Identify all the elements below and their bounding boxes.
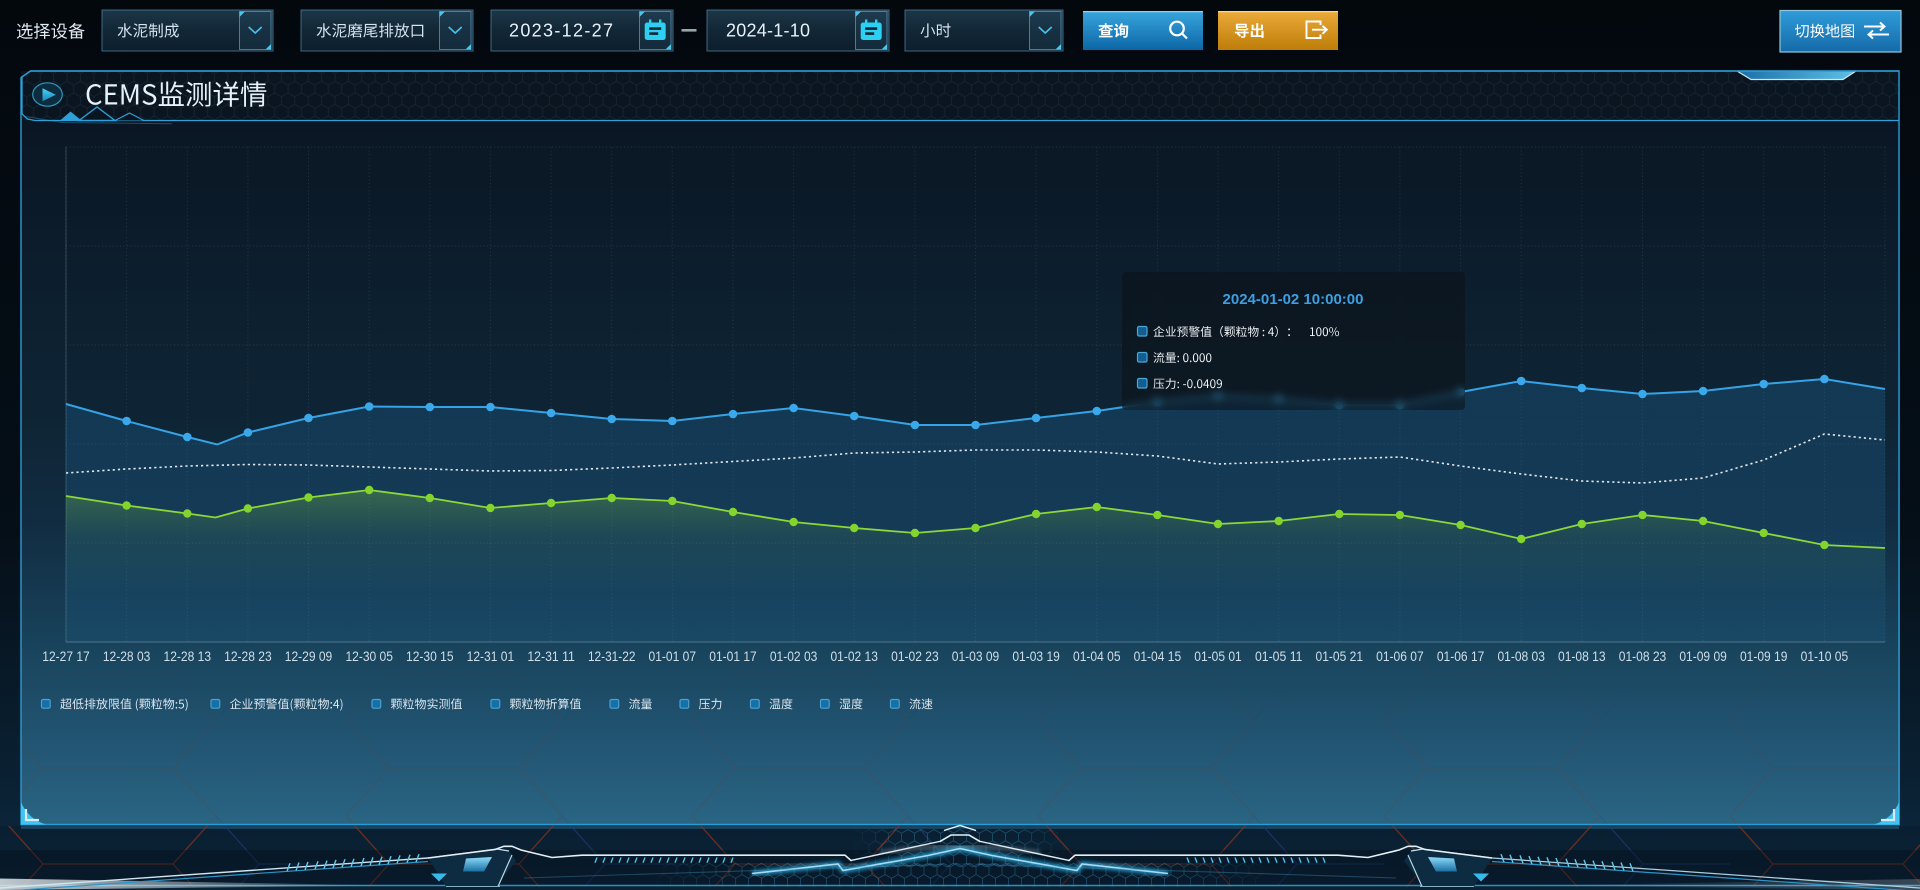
svg-text:2024-01-02 10:00:00: 2024-01-02 10:00:00 (1223, 291, 1364, 308)
svg-text:01-02 13: 01-02 13 (830, 649, 878, 665)
svg-text:2023-12-27: 2023-12-27 (509, 21, 613, 41)
svg-text:01-02 23: 01-02 23 (891, 649, 939, 665)
svg-text:01-08 13: 01-08 13 (1558, 649, 1606, 665)
svg-text:01-09 19: 01-09 19 (1740, 649, 1788, 665)
svg-text:01-05 21: 01-05 21 (1316, 649, 1364, 665)
svg-text:01-01 17: 01-01 17 (709, 649, 757, 665)
svg-text:01-06 07: 01-06 07 (1376, 649, 1424, 665)
svg-text:12-28 03: 12-28 03 (103, 649, 151, 665)
svg-text:01-08 23: 01-08 23 (1619, 649, 1667, 665)
svg-text:12-28 13: 12-28 13 (164, 649, 212, 665)
svg-text:01-09 09: 01-09 09 (1679, 649, 1727, 665)
svg-text:12-27 17: 12-27 17 (42, 649, 90, 665)
svg-text:01-03 09: 01-03 09 (952, 649, 1000, 665)
svg-text:12-29 09: 12-29 09 (285, 649, 333, 665)
svg-text:12-30 15: 12-30 15 (406, 649, 454, 665)
svg-text:12-31-22: 12-31-22 (588, 649, 636, 665)
svg-text:2024-1-10: 2024-1-10 (726, 21, 810, 41)
svg-text:01-02 03: 01-02 03 (770, 649, 818, 665)
svg-text:01-01 07: 01-01 07 (649, 649, 697, 665)
svg-text:01-10 05: 01-10 05 (1801, 649, 1849, 665)
svg-text:01-06 17: 01-06 17 (1437, 649, 1485, 665)
svg-text:01-05 01: 01-05 01 (1194, 649, 1242, 665)
svg-text:12-31 01: 12-31 01 (467, 649, 515, 665)
svg-text:12-30 05: 12-30 05 (345, 649, 393, 665)
svg-text:01-03 19: 01-03 19 (1012, 649, 1060, 665)
svg-text:01-04 15: 01-04 15 (1134, 649, 1182, 665)
svg-text:01-08 03: 01-08 03 (1497, 649, 1545, 665)
svg-text:01-04 05: 01-04 05 (1073, 649, 1121, 665)
svg-text:01-05 11: 01-05 11 (1255, 649, 1303, 665)
svg-text:12-28 23: 12-28 23 (224, 649, 272, 665)
svg-text:12-31 11: 12-31 11 (527, 649, 575, 665)
